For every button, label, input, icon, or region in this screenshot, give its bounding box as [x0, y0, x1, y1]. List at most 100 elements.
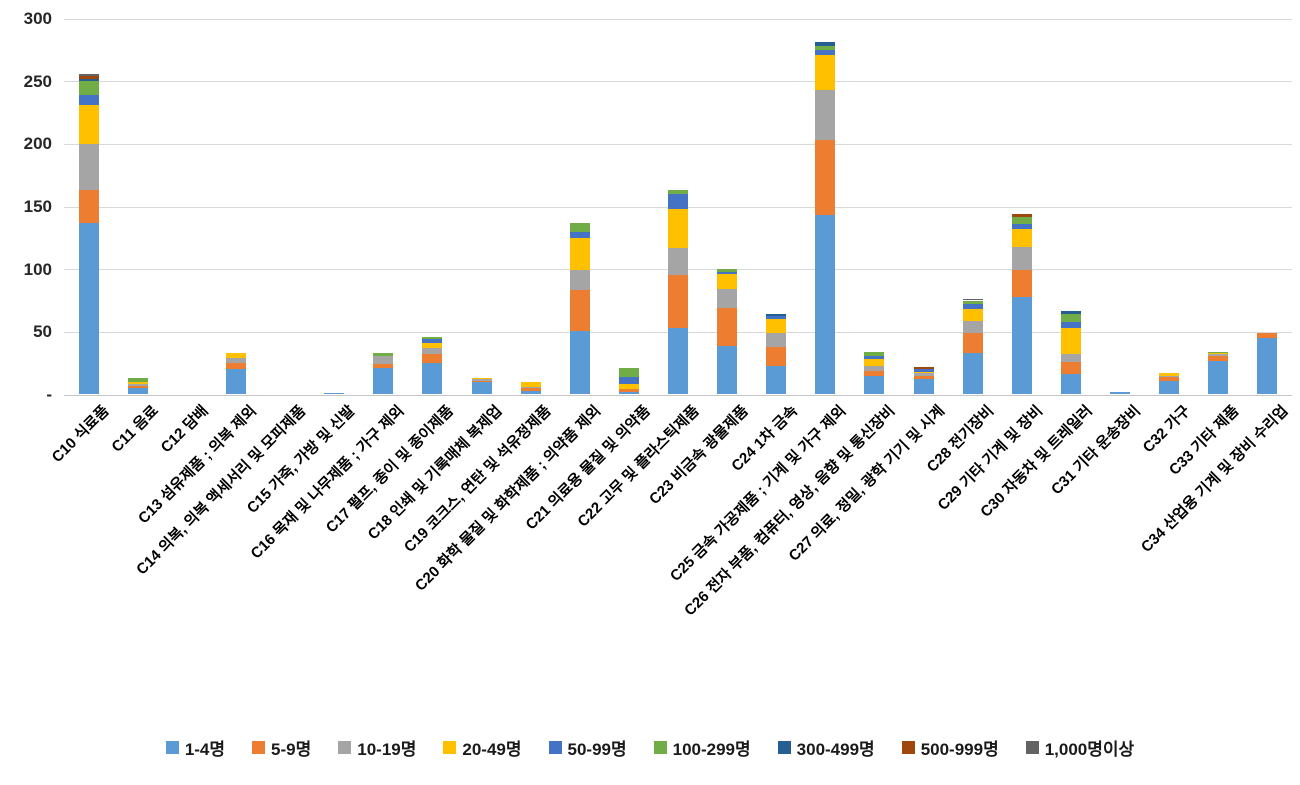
bar-segment — [717, 308, 738, 346]
bar-segment — [668, 275, 688, 329]
bar-segment — [717, 345, 738, 395]
legend-swatch — [165, 741, 179, 754]
x-axis-category-label: C25 금속 가공제품 ; 기계 및 가구 제외 — [667, 402, 850, 585]
y-axis-tick-label: 150 — [23, 197, 52, 216]
bar-segment — [717, 271, 738, 275]
bar-segment — [422, 363, 443, 395]
bar-segment — [569, 231, 590, 238]
bar-segment — [766, 315, 787, 320]
bar-segment — [717, 274, 738, 290]
gridline — [64, 81, 1292, 83]
legend-label: 5-9명 — [271, 740, 312, 759]
bar-segment — [520, 388, 541, 391]
x-axis-category-label: C11 음료 — [108, 402, 163, 456]
bar-segment — [766, 319, 787, 334]
bar-segment — [668, 328, 688, 395]
bar-segment — [422, 336, 443, 340]
bar-segment — [913, 369, 934, 372]
legend-item: 1,000명이상 — [1025, 735, 1134, 760]
bar-segment — [1257, 333, 1278, 339]
bar-segment — [373, 355, 394, 365]
legend-swatch — [901, 741, 915, 754]
bar-segment — [668, 209, 688, 248]
bar-segment — [127, 378, 148, 382]
bar-segment — [864, 355, 885, 360]
bar-segment — [471, 379, 492, 381]
bar-segment — [78, 143, 99, 191]
legend-swatch — [443, 741, 457, 754]
bar-segment — [962, 300, 983, 305]
bar-segment — [864, 375, 885, 395]
bar-segment — [815, 54, 836, 90]
legend-label: 500-999명 — [920, 740, 999, 759]
bar-segment — [815, 89, 836, 141]
bar-segment — [225, 363, 246, 370]
bar-segment — [1060, 374, 1081, 395]
bar-segment — [1208, 355, 1229, 361]
bar-segment — [78, 94, 99, 105]
bar-segment — [815, 49, 836, 55]
bar-segment — [78, 73, 99, 77]
x-axis-category-label: C10 식료품 — [49, 402, 113, 466]
bar-segment — [1011, 246, 1032, 271]
bar-segment — [78, 104, 99, 144]
bar-segment — [962, 353, 983, 395]
bar-segment — [1159, 375, 1180, 377]
bar-segment — [962, 299, 983, 301]
legend-swatch — [548, 741, 562, 754]
bar-segment — [1060, 361, 1081, 375]
bar-segment — [668, 193, 688, 209]
y-axis-tick-label: 200 — [23, 134, 52, 154]
bar-segment — [1060, 314, 1081, 322]
bar-segment — [471, 380, 492, 382]
bar-segment — [668, 247, 688, 276]
bar-segment — [913, 379, 934, 395]
bar-segment — [618, 384, 639, 390]
x-axis-line — [64, 394, 1292, 396]
legend-label: 300-499명 — [796, 740, 875, 759]
bar-segment — [324, 393, 345, 395]
legend-swatch — [653, 741, 667, 754]
bar-segment — [1011, 224, 1032, 230]
bar-segment — [717, 269, 738, 272]
x-axis-category-label: C20 화학 물질 및 화학제품 ; 의약품 제외 — [411, 402, 605, 595]
bar-segment — [127, 385, 148, 389]
bar-segment — [1208, 353, 1229, 355]
bar-segment — [864, 370, 885, 376]
bar-segment — [422, 343, 443, 349]
bar-segment — [471, 378, 492, 380]
legend-item: 20-49명 — [443, 735, 522, 760]
bar-segment — [962, 333, 983, 354]
bar-segment — [127, 384, 148, 386]
gridline — [64, 143, 1292, 145]
bar-segment — [864, 365, 885, 371]
bar-segment — [1060, 354, 1081, 362]
legend-swatch — [777, 741, 791, 754]
bar-segment — [225, 369, 246, 395]
chart-legend: 1-4명 5-9명 10-19명 20-49명 50-99명 100-299명 300-49… — [0, 735, 1300, 760]
legend-label: 100-299명 — [672, 740, 751, 759]
bar-segment — [815, 46, 836, 50]
bar-segment — [1060, 328, 1081, 355]
bar-segment — [1208, 351, 1229, 354]
bar-segment — [1060, 310, 1081, 315]
bar-segment — [1011, 216, 1032, 225]
y-axis-tick-label: 50 — [33, 322, 52, 342]
bar-segment — [422, 339, 443, 344]
legend-item: 500-999명 — [901, 735, 999, 760]
bar-segment — [1208, 354, 1229, 356]
bar-segment — [618, 389, 639, 392]
bar-segment — [78, 190, 99, 223]
bar-segment — [373, 353, 394, 356]
bar-segment — [668, 190, 688, 194]
bar-segment — [766, 333, 787, 347]
y-axis-tick-label: 250 — [23, 71, 52, 91]
legend-label: 1-4명 — [184, 740, 226, 759]
bar-segment — [618, 368, 639, 377]
bar-segment — [373, 364, 394, 369]
bar-segment — [962, 320, 983, 334]
y-axis-tick-label: - — [46, 385, 52, 404]
bar-segment — [1011, 296, 1032, 395]
bar-segment — [1011, 214, 1032, 217]
bar-segment — [1011, 270, 1032, 297]
